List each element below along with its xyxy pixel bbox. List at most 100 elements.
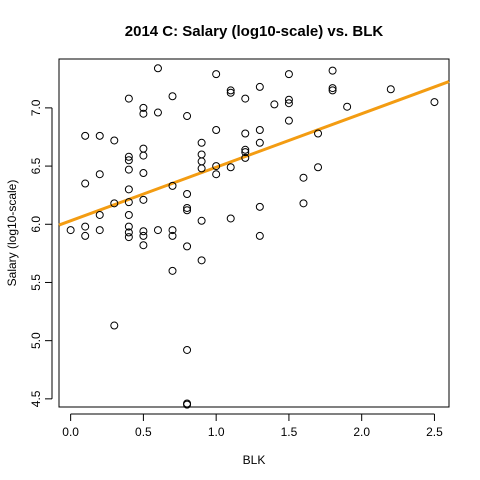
regression-line — [58, 80, 450, 227]
data-point — [255, 138, 264, 147]
data-point — [197, 157, 206, 166]
y-tick-label: 4.5 — [29, 390, 43, 407]
data-point — [255, 202, 264, 211]
y-axis: 4.5 5.0 5.5 6.0 6.5 7.0 — [29, 99, 53, 407]
data-point — [314, 163, 323, 172]
data-point — [284, 95, 293, 104]
data-points — [66, 64, 439, 409]
data-point — [110, 199, 119, 208]
data-point — [95, 210, 104, 219]
data-point — [284, 116, 293, 125]
data-point — [168, 231, 177, 240]
data-point — [197, 138, 206, 147]
data-point — [124, 152, 133, 161]
data-point — [343, 102, 352, 111]
data-point — [226, 163, 235, 172]
data-point — [284, 70, 293, 79]
data-point — [386, 85, 395, 94]
data-point — [241, 129, 250, 138]
data-point — [66, 226, 75, 235]
data-point — [124, 94, 133, 103]
data-point — [212, 162, 221, 171]
data-point — [168, 266, 177, 275]
data-point — [139, 109, 148, 118]
data-point — [226, 88, 235, 97]
x-tick-label: 2.0 — [353, 425, 370, 439]
data-point — [153, 226, 162, 235]
data-point — [314, 129, 323, 138]
data-point — [139, 195, 148, 204]
y-tick-label: 7.0 — [29, 99, 43, 116]
data-point — [95, 226, 104, 235]
x-tick-label: 1.5 — [281, 425, 298, 439]
data-point — [124, 228, 133, 237]
data-point — [183, 345, 192, 354]
data-point — [124, 222, 133, 231]
data-point — [255, 231, 264, 240]
data-point — [241, 148, 250, 157]
data-point — [110, 321, 119, 330]
data-point — [139, 103, 148, 112]
data-point — [197, 150, 206, 159]
data-point — [241, 145, 250, 154]
data-point — [212, 125, 221, 134]
x-tick-label: 0.0 — [62, 425, 79, 439]
y-tick-label: 6.5 — [29, 157, 43, 174]
data-point — [226, 86, 235, 95]
data-point — [81, 231, 90, 240]
y-axis-label: Salary (log10-scale) — [5, 180, 19, 287]
data-point — [328, 86, 337, 95]
data-point — [95, 131, 104, 140]
x-tick-label: 1.0 — [208, 425, 225, 439]
x-tick-label: 0.5 — [135, 425, 152, 439]
y-tick-label: 6.0 — [29, 216, 43, 233]
data-point — [124, 210, 133, 219]
data-point — [124, 185, 133, 194]
data-point — [124, 156, 133, 165]
data-point — [139, 151, 148, 160]
plot-frame — [58, 58, 450, 408]
data-point — [183, 400, 192, 409]
y-tick-label: 5.0 — [29, 332, 43, 349]
data-point — [81, 179, 90, 188]
data-point — [241, 94, 250, 103]
data-point — [241, 153, 250, 162]
data-point — [255, 125, 264, 134]
data-point — [168, 226, 177, 235]
data-point — [226, 214, 235, 223]
data-point — [212, 170, 221, 179]
data-point — [183, 203, 192, 212]
data-point — [95, 170, 104, 179]
data-point — [328, 66, 337, 75]
data-point — [81, 222, 90, 231]
data-point — [139, 227, 148, 236]
data-point — [197, 256, 206, 265]
data-point — [212, 70, 221, 79]
data-point — [299, 199, 308, 208]
y-tick-label: 5.5 — [29, 274, 43, 291]
data-point — [183, 242, 192, 251]
data-point — [284, 99, 293, 108]
data-point — [124, 233, 133, 242]
chart-title: 2014 C: Salary (log10-scale) vs. BLK — [125, 23, 384, 40]
data-point — [124, 165, 133, 174]
regression-line-group — [58, 80, 450, 227]
data-point — [183, 206, 192, 215]
data-point — [139, 144, 148, 153]
data-point — [139, 231, 148, 240]
data-point — [270, 100, 279, 109]
data-point — [299, 173, 308, 182]
data-point — [139, 169, 148, 178]
data-point — [197, 216, 206, 225]
data-point — [139, 241, 148, 250]
x-tick-label: 2.5 — [426, 425, 443, 439]
data-point — [110, 136, 119, 145]
data-point — [153, 64, 162, 73]
data-point — [430, 98, 439, 107]
data-point — [168, 92, 177, 101]
x-axis: 0.0 0.5 1.0 1.5 2.0 2.5 — [62, 413, 443, 439]
data-point — [197, 164, 206, 173]
data-point — [255, 82, 264, 91]
data-point — [328, 84, 337, 93]
